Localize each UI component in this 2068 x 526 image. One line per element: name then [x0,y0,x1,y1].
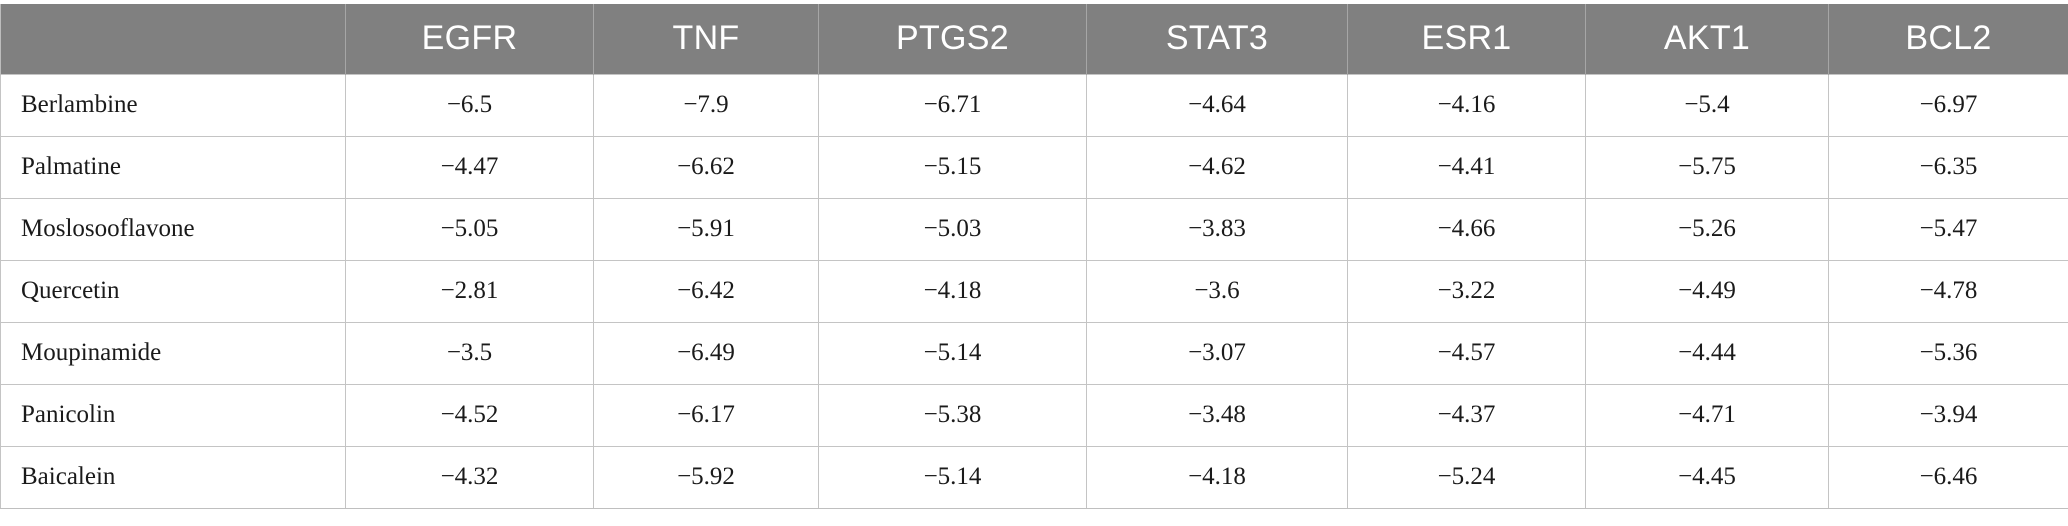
score-cell: −5.15 [818,135,1087,199]
score-cell: −6.49 [593,321,819,385]
score-cell: −5.24 [1347,445,1586,509]
score-cell: −6.35 [1828,135,2068,199]
column-header: BCL2 [1828,4,2068,74]
compound-name-cell: Panicolin [0,383,346,447]
column-header: AKT1 [1585,4,1829,74]
score-cell: −4.52 [345,383,594,447]
score-cell: −4.47 [345,135,594,199]
score-cell: −6.17 [593,383,819,447]
score-cell: −3.94 [1828,383,2068,447]
compound-name-cell: Baicalein [0,445,346,509]
score-cell: −6.97 [1828,73,2068,137]
column-header: TNF [593,4,819,74]
compound-name-cell: Moupinamide [0,321,346,385]
score-cell: −3.5 [345,321,594,385]
score-cell: −4.78 [1828,259,2068,323]
score-cell: −4.62 [1086,135,1348,199]
table-row: Berlambine −6.5 −7.9 −6.71 −4.64 −4.16 −… [0,73,2068,137]
score-cell: −6.62 [593,135,819,199]
score-cell: −6.46 [1828,445,2068,509]
score-cell: −5.75 [1585,135,1829,199]
score-cell: −4.18 [818,259,1087,323]
score-cell: −3.83 [1086,197,1348,261]
score-cell: −4.71 [1585,383,1829,447]
table-row: Moupinamide −3.5 −6.49 −5.14 −3.07 −4.57… [0,321,2068,385]
table-header: EGFR TNF PTGS2 STAT3 ESR1 AKT1 BCL2 [0,4,2068,74]
header-corner-cell [0,4,346,74]
compound-name-cell: Palmatine [0,135,346,199]
score-cell: −4.64 [1086,73,1348,137]
score-cell: −4.16 [1347,73,1586,137]
score-cell: −5.03 [818,197,1087,261]
score-cell: −5.4 [1585,73,1829,137]
table-row: Palmatine −4.47 −6.62 −5.15 −4.62 −4.41 … [0,135,2068,199]
score-cell: −4.45 [1585,445,1829,509]
compound-name-cell: Moslosooflavone [0,197,346,261]
score-cell: −4.37 [1347,383,1586,447]
table-container: EGFR TNF PTGS2 STAT3 ESR1 AKT1 BCL2 Berl… [0,4,2068,509]
score-cell: −5.36 [1828,321,2068,385]
table-row: Moslosooflavone −5.05 −5.91 −5.03 −3.83 … [0,197,2068,261]
score-cell: −3.48 [1086,383,1348,447]
score-cell: −5.14 [818,321,1087,385]
score-cell: −4.44 [1585,321,1829,385]
table-row: Baicalein −4.32 −5.92 −5.14 −4.18 −5.24 … [0,445,2068,509]
score-cell: −4.32 [345,445,594,509]
column-header: ESR1 [1347,4,1586,74]
score-cell: −5.26 [1585,197,1829,261]
header-row: EGFR TNF PTGS2 STAT3 ESR1 AKT1 BCL2 [0,4,2068,74]
table-row: Panicolin −4.52 −6.17 −5.38 −3.48 −4.37 … [0,383,2068,447]
score-cell: −4.41 [1347,135,1586,199]
score-cell: −6.5 [345,73,594,137]
docking-score-table: EGFR TNF PTGS2 STAT3 ESR1 AKT1 BCL2 Berl… [0,4,2068,509]
score-cell: −4.18 [1086,445,1348,509]
table-body: Berlambine −6.5 −7.9 −6.71 −4.64 −4.16 −… [0,73,2068,509]
score-cell: −4.49 [1585,259,1829,323]
score-cell: −5.91 [593,197,819,261]
compound-name-cell: Berlambine [0,73,346,137]
score-cell: −5.14 [818,445,1087,509]
column-header: STAT3 [1086,4,1348,74]
score-cell: −3.22 [1347,259,1586,323]
score-cell: −5.38 [818,383,1087,447]
score-cell: −6.71 [818,73,1087,137]
compound-name-cell: Quercetin [0,259,346,323]
score-cell: −5.47 [1828,197,2068,261]
column-header: PTGS2 [818,4,1087,74]
score-cell: −5.05 [345,197,594,261]
score-cell: −4.66 [1347,197,1586,261]
score-cell: −6.42 [593,259,819,323]
score-cell: −3.07 [1086,321,1348,385]
score-cell: −2.81 [345,259,594,323]
column-header: EGFR [345,4,594,74]
score-cell: −4.57 [1347,321,1586,385]
score-cell: −5.92 [593,445,819,509]
score-cell: −3.6 [1086,259,1348,323]
score-cell: −7.9 [593,73,819,137]
table-row: Quercetin −2.81 −6.42 −4.18 −3.6 −3.22 −… [0,259,2068,323]
